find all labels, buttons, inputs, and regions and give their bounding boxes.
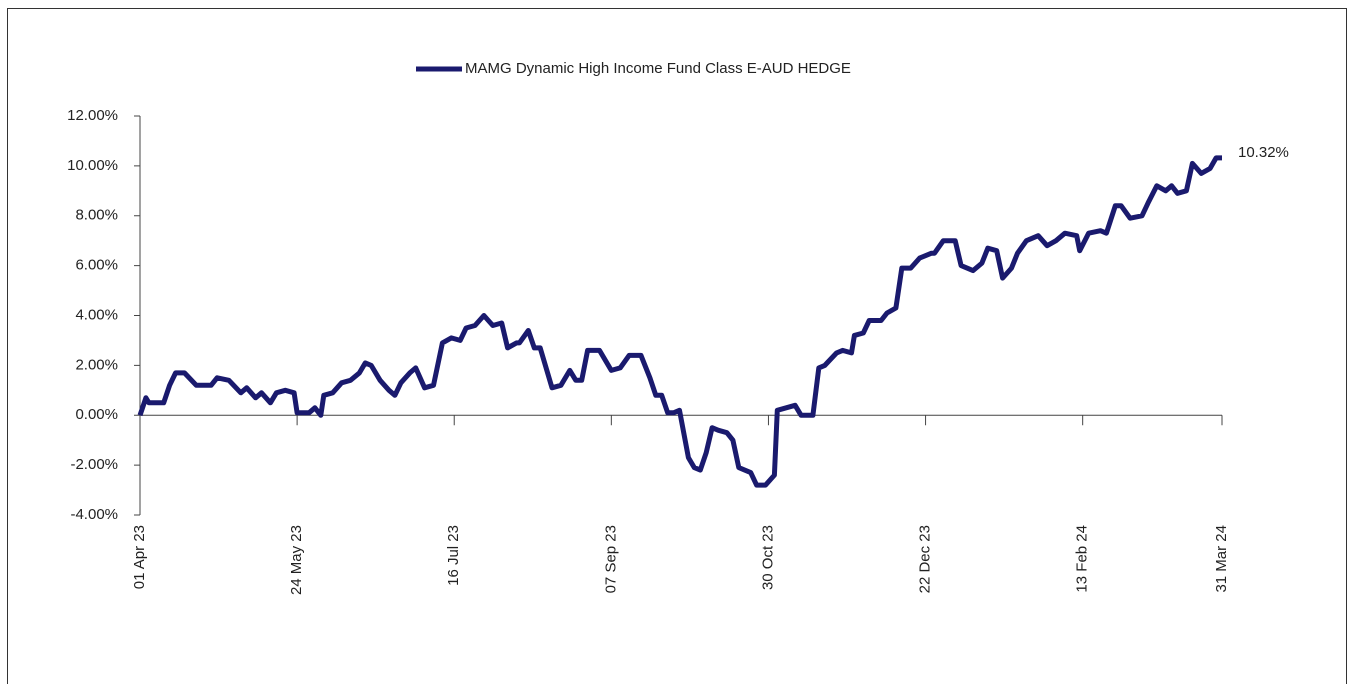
y-tick-label: 6.00%: [75, 257, 118, 274]
y-tick-label: -4.00%: [70, 506, 118, 523]
y-tick-label: 10.00%: [67, 157, 118, 174]
x-tick-label: 13 Feb 24: [1074, 525, 1091, 593]
x-tick-label: 31 Mar 24: [1213, 525, 1230, 593]
y-tick-label: -2.00%: [70, 456, 118, 473]
x-tick-label: 22 Dec 23: [917, 525, 934, 593]
y-tick-label: 12.00%: [67, 107, 118, 124]
chart-frame: [7, 8, 1347, 684]
series-line: [137, 155, 1222, 488]
x-tick-label: 16 Jul 23: [445, 525, 462, 586]
x-tick-label: 07 Sep 23: [602, 525, 619, 593]
y-tick-label: 8.00%: [75, 207, 118, 224]
legend-label: MAMG Dynamic High Income Fund Class E-AU…: [465, 60, 851, 77]
x-tick-label: 30 Oct 23: [759, 525, 776, 590]
x-tick-label: 01 Apr 23: [131, 525, 148, 589]
y-tick-label: 4.00%: [75, 306, 118, 323]
y-tick-label: 0.00%: [75, 406, 118, 423]
end-value-label: 10.32%: [1238, 144, 1289, 161]
y-tick-label: 2.00%: [75, 356, 118, 373]
x-tick-label: 24 May 23: [288, 525, 305, 595]
